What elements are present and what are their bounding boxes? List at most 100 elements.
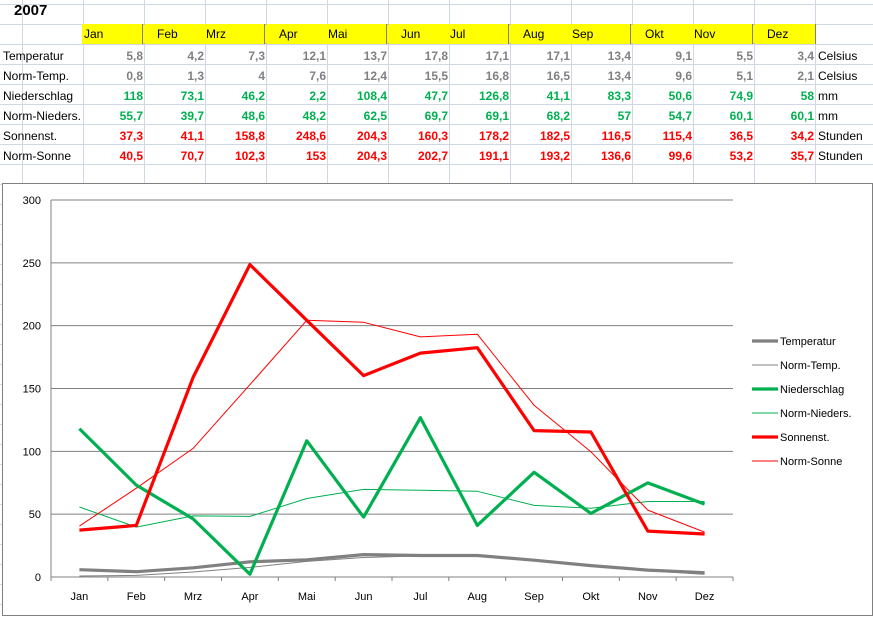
table-cell[interactable]: 9,1 (675, 49, 692, 63)
table-cell[interactable]: 69,1 (485, 109, 509, 123)
table-cell[interactable]: 69,7 (424, 109, 448, 123)
table-cell[interactable]: 2,1 (797, 69, 814, 83)
x-tick-label: Feb (127, 591, 146, 603)
table-cell[interactable]: 83,3 (607, 89, 631, 103)
table-cell[interactable]: 37,3 (119, 129, 143, 143)
table-cell[interactable]: 248,6 (295, 129, 326, 143)
table-cell[interactable]: 115,4 (662, 129, 692, 143)
table-cell[interactable]: 193,2 (539, 149, 570, 163)
y-tick-label: 200 (23, 321, 41, 333)
table-cell[interactable]: 60,1 (790, 109, 814, 123)
table-cell[interactable]: 191,1 (478, 149, 509, 163)
table-cell[interactable]: 41,1 (180, 129, 204, 143)
table-cell[interactable]: 70,7 (180, 149, 204, 163)
table-cell[interactable]: 4,2 (187, 49, 204, 63)
table-cell[interactable]: 5,5 (736, 49, 753, 63)
month-header-aug: Aug (511, 24, 572, 44)
table-cell[interactable]: 74,9 (729, 89, 753, 103)
row-label: Norm-Temp. (3, 69, 70, 83)
x-tick-label: Nov (638, 591, 658, 603)
table-cell[interactable]: 60,1 (729, 109, 753, 123)
table-cell[interactable]: 126,8 (478, 89, 509, 103)
table-cell[interactable]: 73,1 (180, 89, 204, 103)
table-cell[interactable]: 48,2 (302, 109, 326, 123)
series-line-sonnenst (79, 262, 705, 536)
table-cell[interactable]: 116,5 (601, 129, 631, 143)
table-cell[interactable]: 54,7 (668, 109, 692, 123)
table-cell[interactable]: 0,8 (126, 69, 143, 83)
month-header-jan: Jan (82, 24, 143, 44)
table-cell[interactable]: 15,5 (424, 69, 448, 83)
table-cell[interactable]: 204,3 (356, 129, 387, 143)
table-cell[interactable]: 36,5 (729, 129, 753, 143)
chart-svg: 0 50 100 150 200 250 300 Jan Feb Mrz Apr Mai Jun Jul A… (23, 195, 852, 603)
table-cell[interactable]: 7,3 (248, 49, 265, 63)
table-cell[interactable]: 3,4 (797, 49, 814, 63)
y-tick-label: 50 (29, 509, 41, 521)
table-cell[interactable]: 158,8 (234, 129, 265, 143)
table-cell[interactable]: 2,2 (309, 89, 326, 103)
x-tick-label: Mrz (184, 591, 202, 603)
table-cell[interactable]: 35,7 (790, 149, 814, 163)
table-cell[interactable]: 5,8 (126, 49, 143, 63)
table-cell[interactable]: 48,6 (241, 109, 265, 123)
table-cell[interactable]: 12,4 (363, 69, 387, 83)
table-cell[interactable]: 7,6 (309, 69, 326, 83)
table-cell[interactable]: 13,4 (607, 69, 631, 83)
table-cell[interactable]: 46,2 (241, 89, 265, 103)
table-cell[interactable]: 50,6 (668, 89, 692, 103)
row-label: Norm-Sonne (3, 149, 72, 163)
table-cell[interactable]: 136,6 (600, 149, 631, 163)
table-cell[interactable]: 182,5 (539, 129, 570, 143)
series-line-norm-sonne (79, 319, 705, 533)
x-tick-label: Dez (695, 591, 715, 603)
x-tick-label: Jul (413, 591, 427, 603)
table-cell[interactable]: 16,8 (485, 69, 509, 83)
table-cell[interactable]: 41,1 (546, 89, 570, 103)
table-cell[interactable]: 178,2 (478, 129, 509, 143)
legend-label: Temperatur (780, 336, 836, 348)
month-header-apr: Apr (267, 24, 328, 44)
table-cell[interactable]: 13,7 (363, 49, 387, 63)
table-cell[interactable]: 118 (123, 89, 143, 103)
x-tick-label: Aug (467, 591, 487, 603)
table-cell[interactable]: 4 (258, 69, 265, 83)
table-cell[interactable]: 5,1 (736, 69, 753, 83)
table-cell[interactable]: 108,4 (356, 89, 387, 103)
table-cell[interactable]: 9,6 (675, 69, 692, 83)
table-cell[interactable]: 62,5 (363, 109, 387, 123)
table-cell[interactable]: 47,7 (424, 89, 448, 103)
table-cell[interactable]: 40,5 (119, 149, 143, 163)
table-cell[interactable]: 17,8 (424, 49, 448, 63)
month-header-okt: Okt (633, 24, 694, 44)
y-tick-label: 100 (23, 446, 41, 458)
table-cell[interactable]: 17,1 (546, 49, 570, 63)
table-cell[interactable]: 204,3 (356, 149, 387, 163)
table-cell[interactable]: 39,7 (180, 109, 204, 123)
line-chart: 0 50 100 150 200 250 300 Jan Feb Mrz Apr Mai Jun Jul A… (2, 183, 873, 616)
row-unit: Celsius (818, 69, 858, 83)
x-tick-label: Sep (524, 591, 544, 603)
table-cell[interactable]: 55,7 (119, 109, 143, 123)
table-cell[interactable]: 153 (305, 149, 326, 163)
row-unit: mm (818, 109, 838, 123)
table-cell[interactable]: 12,1 (302, 49, 326, 63)
table-cell[interactable]: 202,7 (417, 149, 448, 163)
table-cell[interactable]: 1,3 (187, 69, 204, 83)
month-header-feb: Feb (145, 24, 206, 44)
month-header-mrz: Mrz (204, 24, 265, 44)
table-cell[interactable]: 160,3 (417, 129, 448, 143)
table-cell[interactable]: 17,1 (485, 49, 509, 63)
table-cell[interactable]: 34,2 (790, 129, 814, 143)
table-cell[interactable]: 16,5 (546, 69, 570, 83)
row-label: Niederschlag (3, 89, 74, 103)
table-cell[interactable]: 53,2 (729, 149, 753, 163)
table-cell[interactable]: 57 (617, 109, 631, 123)
table-cell[interactable]: 102,3 (234, 149, 265, 163)
table-cell[interactable]: 99,6 (668, 149, 692, 163)
row-unit: Stunden (818, 149, 863, 163)
table-cell[interactable]: 13,4 (607, 49, 631, 63)
legend-label: Norm-Sonne (780, 456, 842, 468)
table-cell[interactable]: 58 (800, 89, 814, 103)
table-cell[interactable]: 68,2 (546, 109, 570, 123)
